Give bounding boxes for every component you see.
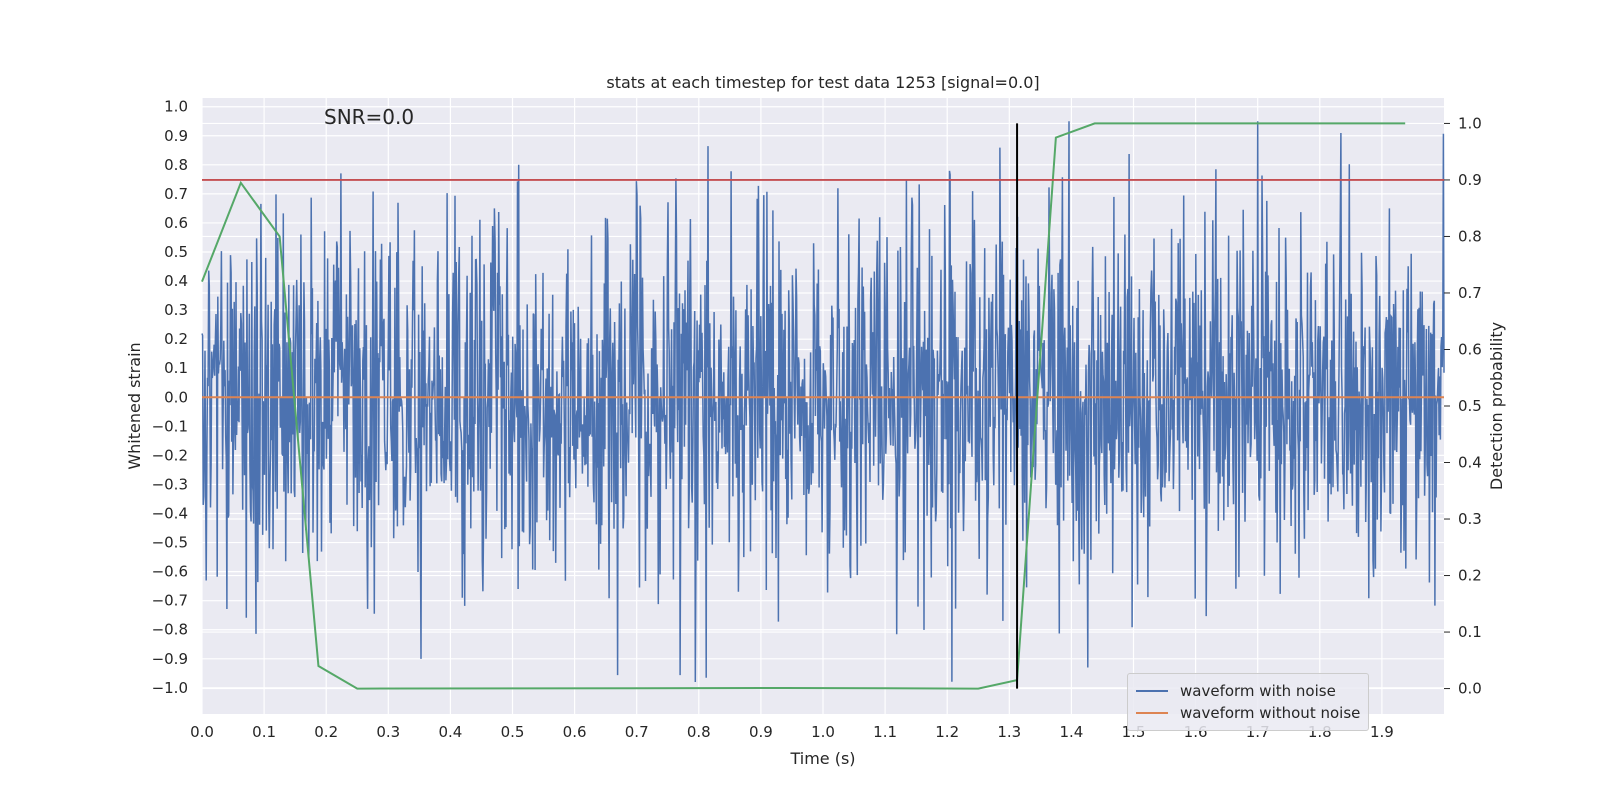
y-tick-label: 0.8 xyxy=(164,156,188,174)
y-tick-label: −0.3 xyxy=(152,475,188,493)
x-tick-label: 1.1 xyxy=(873,723,897,741)
legend-swatch-clean xyxy=(1136,712,1168,714)
y-tick-label: 0.3 xyxy=(164,301,188,319)
y-axis-label: Whitened strain xyxy=(125,342,144,469)
y2-tick-label: 0.4 xyxy=(1458,454,1482,472)
y-tick-label: −0.5 xyxy=(152,534,188,552)
x-tick-label: 1.4 xyxy=(1059,723,1083,741)
y-tick-label: −1.0 xyxy=(152,679,188,697)
x-tick-label: 0.6 xyxy=(563,723,587,741)
y-tick-label: −0.2 xyxy=(152,446,188,464)
x-tick-label: 0.2 xyxy=(314,723,338,741)
y-tick-label: 0.4 xyxy=(164,272,188,290)
y2-tick-label: 0.0 xyxy=(1458,680,1482,698)
y-tick-label: 0.0 xyxy=(164,388,188,406)
y2-tick-label: 0.8 xyxy=(1458,227,1482,245)
y-tick-label: −0.9 xyxy=(152,650,188,668)
y-tick-label: 1.0 xyxy=(164,98,188,116)
legend-label-noise: waveform with noise xyxy=(1180,682,1336,700)
x-tick-label: 1.9 xyxy=(1370,723,1394,741)
y2-tick-label: 0.7 xyxy=(1458,284,1482,302)
series-waveform-with-noise xyxy=(201,121,1445,683)
y-tick-label: 0.7 xyxy=(164,185,188,203)
x-tick-labels: 0.0 0.1 0.2 0.3 0.4 0.5 0.6 0.7 0.8 0.9 1.0 1.1 1.2 1… xyxy=(190,723,1394,741)
y2-tick-label: 0.1 xyxy=(1458,623,1482,641)
y-tick-label: −0.4 xyxy=(152,505,188,523)
x-tick-label: 0.9 xyxy=(749,723,773,741)
y2-tick-label: 0.2 xyxy=(1458,567,1482,585)
x-tick-label: 0.8 xyxy=(687,723,711,741)
y-tick-label: 0.5 xyxy=(164,243,188,261)
x-tick-label: 0.3 xyxy=(376,723,400,741)
snr-annotation: SNR=0.0 xyxy=(324,105,414,129)
x-tick-label: 1.3 xyxy=(997,723,1021,741)
x-tick-label: 0.4 xyxy=(438,723,462,741)
y-tick-label: 0.1 xyxy=(164,359,188,377)
x-tick-label: 0.0 xyxy=(190,723,214,741)
legend: waveform with noise waveform without noi… xyxy=(1127,673,1369,731)
chart-title: stats at each timestep for test data 125… xyxy=(606,73,1039,92)
x-tick-label: 0.1 xyxy=(252,723,276,741)
x-tick-label: 0.7 xyxy=(625,723,649,741)
y-tick-label: −0.7 xyxy=(152,592,188,610)
y-tick-label: 0.9 xyxy=(164,127,188,145)
y2-tick-label: 0.3 xyxy=(1458,510,1482,528)
legend-label-clean: waveform without noise xyxy=(1180,704,1361,722)
y-tick-label: −0.6 xyxy=(152,563,188,581)
y-tick-label: 0.2 xyxy=(164,330,188,348)
series-detection-probability xyxy=(201,122,1406,690)
y-tick-label: −0.8 xyxy=(152,621,188,639)
series-layer xyxy=(201,121,1445,690)
y-tick-label: 0.6 xyxy=(164,214,188,232)
y-tick-labels: 1.0 0.9 0.8 0.7 0.6 0.5 0.4 0.3 0.2 0.1 0.0 −0.1 −0.… xyxy=(152,98,188,697)
y2-tick-label: 0.5 xyxy=(1458,397,1482,415)
y2-tick-label: 0.9 xyxy=(1458,171,1482,189)
x-axis-label: Time (s) xyxy=(789,749,855,768)
legend-swatch-noise xyxy=(1136,690,1168,692)
x-tick-label: 0.5 xyxy=(501,723,525,741)
x-tick-label: 1.2 xyxy=(935,723,959,741)
legend-item-noise: waveform with noise xyxy=(1136,681,1336,701)
y2-tick-labels: 1.0 0.9 0.8 0.7 0.6 0.5 0.4 0.3 0.2 0.1 0.0 xyxy=(1444,114,1482,698)
y2-axis-label: Detection probability xyxy=(1487,322,1506,490)
x-tick-label: 1.0 xyxy=(811,723,835,741)
y2-tick-label: 1.0 xyxy=(1458,114,1482,132)
y-tick-label: −0.1 xyxy=(152,417,188,435)
legend-item-clean: waveform without noise xyxy=(1136,703,1360,723)
y2-tick-label: 0.6 xyxy=(1458,340,1482,358)
